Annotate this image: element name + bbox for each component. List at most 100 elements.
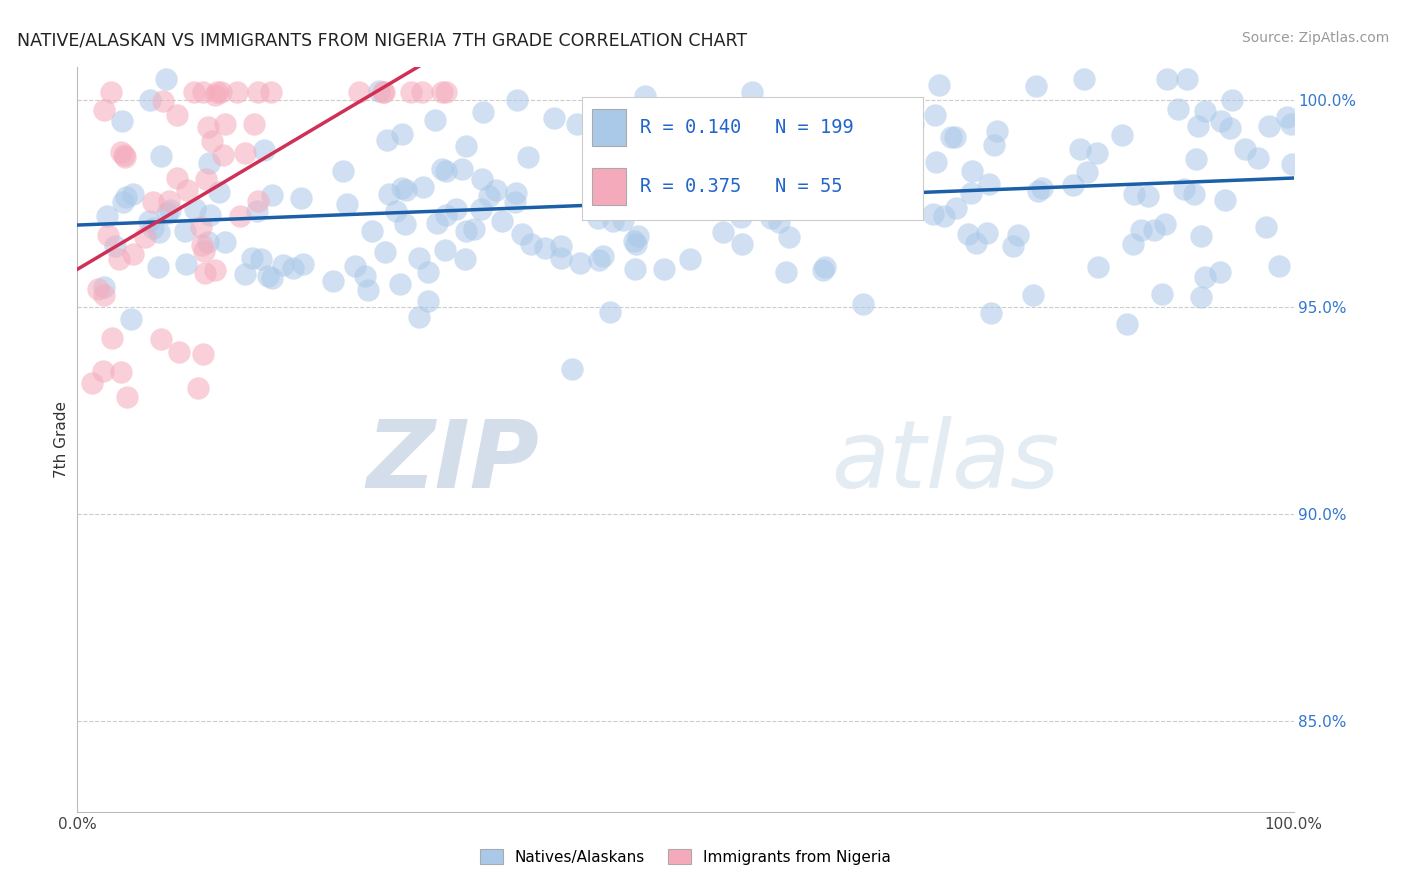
Point [212, 148, 235, 162]
Point [138, 93, 160, 107]
Point [412, 180, 434, 194]
Point [846, 165, 869, 179]
Point [965, 235, 987, 250]
Point [1062, 178, 1084, 193]
Point [1182, 187, 1205, 202]
Point [470, 202, 492, 216]
Point [1189, 228, 1212, 243]
Point [142, 194, 165, 209]
Legend: Natives/Alaskans, Immigrants from Nigeria: Natives/Alaskans, Immigrants from Nigeri… [474, 843, 897, 871]
Point [433, 243, 456, 257]
Point [375, 133, 398, 147]
Point [510, 227, 533, 241]
Point [183, 202, 205, 217]
Point [565, 116, 588, 130]
Point [198, 156, 221, 170]
Point [1154, 217, 1177, 231]
Point [922, 207, 945, 221]
Point [174, 257, 197, 271]
Point [391, 127, 413, 141]
Point [731, 237, 754, 252]
Point [176, 183, 198, 197]
Point [80, 376, 103, 391]
Point [205, 85, 228, 99]
Point [1213, 194, 1236, 208]
Point [1185, 153, 1208, 167]
Point [1025, 78, 1047, 93]
Point [943, 130, 966, 145]
Point [201, 134, 224, 148]
Point [599, 305, 621, 319]
Point [614, 101, 637, 115]
Point [586, 211, 609, 225]
Point [100, 85, 122, 99]
Point [142, 221, 165, 235]
Point [373, 85, 395, 99]
Point [503, 194, 526, 209]
Point [191, 85, 214, 99]
Point [114, 151, 136, 165]
Point [200, 208, 222, 222]
Point [451, 162, 474, 177]
Point [262, 188, 284, 202]
Point [471, 172, 494, 186]
Point [652, 262, 675, 277]
Point [550, 251, 572, 265]
Point [806, 186, 828, 200]
Point [1143, 223, 1166, 237]
Point [1031, 180, 1053, 194]
Point [980, 305, 1002, 319]
Point [395, 183, 418, 197]
Point [1258, 119, 1281, 133]
Point [197, 235, 219, 250]
Point [1254, 220, 1277, 235]
Y-axis label: 7th Grade: 7th Grade [53, 401, 69, 478]
Point [485, 183, 508, 197]
Point [354, 269, 377, 284]
Point [1220, 93, 1243, 107]
Point [735, 153, 758, 168]
Point [100, 331, 122, 345]
Point [688, 117, 710, 131]
Point [361, 223, 384, 237]
Point [814, 260, 837, 274]
Point [1175, 72, 1198, 87]
Point [191, 238, 214, 252]
Point [1247, 152, 1270, 166]
Point [271, 259, 294, 273]
Point [174, 224, 197, 238]
Point [183, 85, 205, 99]
Point [332, 163, 354, 178]
Point [853, 117, 876, 131]
Point [243, 117, 266, 131]
Point [602, 213, 624, 227]
Point [155, 72, 177, 87]
Point [986, 123, 1008, 137]
Point [924, 108, 946, 122]
Point [374, 244, 396, 259]
Point [928, 78, 950, 93]
Point [235, 268, 257, 282]
Point [588, 253, 610, 268]
Point [1123, 186, 1146, 201]
Point [956, 227, 979, 241]
Point [108, 252, 131, 266]
Point [962, 164, 984, 178]
Point [491, 214, 513, 228]
Point [260, 85, 283, 99]
Point [110, 145, 132, 160]
Point [367, 84, 389, 98]
Point [388, 277, 411, 292]
Point [1021, 287, 1043, 301]
Point [187, 381, 209, 395]
Point [624, 262, 647, 277]
Point [478, 188, 501, 202]
Point [983, 138, 1005, 153]
Point [399, 85, 422, 99]
Point [159, 202, 181, 217]
Point [852, 103, 875, 117]
Point [166, 108, 188, 122]
Text: ZIP: ZIP [367, 416, 540, 508]
Point [730, 210, 752, 224]
Point [1187, 119, 1209, 133]
